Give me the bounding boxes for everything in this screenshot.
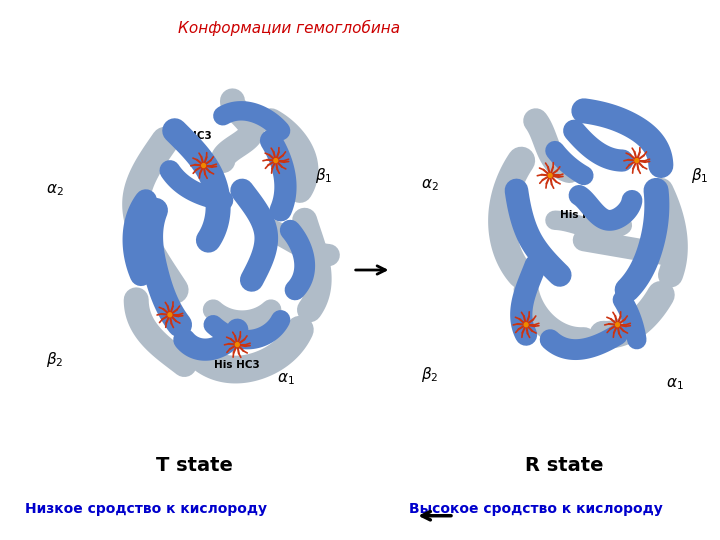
Text: His HC3: His HC3 bbox=[166, 131, 212, 140]
Text: R state: R state bbox=[526, 456, 604, 476]
Text: $\alpha_1$: $\alpha_1$ bbox=[276, 372, 294, 387]
Circle shape bbox=[635, 159, 639, 163]
Text: His HC3: His HC3 bbox=[559, 210, 606, 220]
Text: His HC3: His HC3 bbox=[215, 360, 260, 369]
Text: $\beta_2$: $\beta_2$ bbox=[421, 365, 438, 384]
Circle shape bbox=[548, 173, 552, 178]
Circle shape bbox=[616, 323, 619, 327]
Text: $\beta_1$: $\beta_1$ bbox=[690, 166, 708, 185]
Text: $\alpha_1$: $\alpha_1$ bbox=[667, 376, 684, 392]
Text: Высокое сродство к кислороду: Высокое сродство к кислороду bbox=[409, 502, 662, 516]
Circle shape bbox=[235, 343, 239, 347]
Text: $\alpha_2$: $\alpha_2$ bbox=[45, 183, 63, 198]
Text: T state: T state bbox=[156, 456, 233, 476]
Text: $\alpha_2$: $\alpha_2$ bbox=[421, 178, 438, 193]
Text: $\beta_2$: $\beta_2$ bbox=[45, 350, 63, 369]
Circle shape bbox=[524, 323, 528, 327]
Text: $\beta_1$: $\beta_1$ bbox=[315, 166, 333, 185]
Circle shape bbox=[168, 313, 172, 317]
Circle shape bbox=[202, 164, 205, 167]
Text: Низкое сродство к кислороду: Низкое сродство к кислороду bbox=[25, 502, 267, 516]
Circle shape bbox=[274, 159, 278, 163]
Text: Конформации гемоглобина: Конформации гемоглобина bbox=[178, 20, 400, 36]
